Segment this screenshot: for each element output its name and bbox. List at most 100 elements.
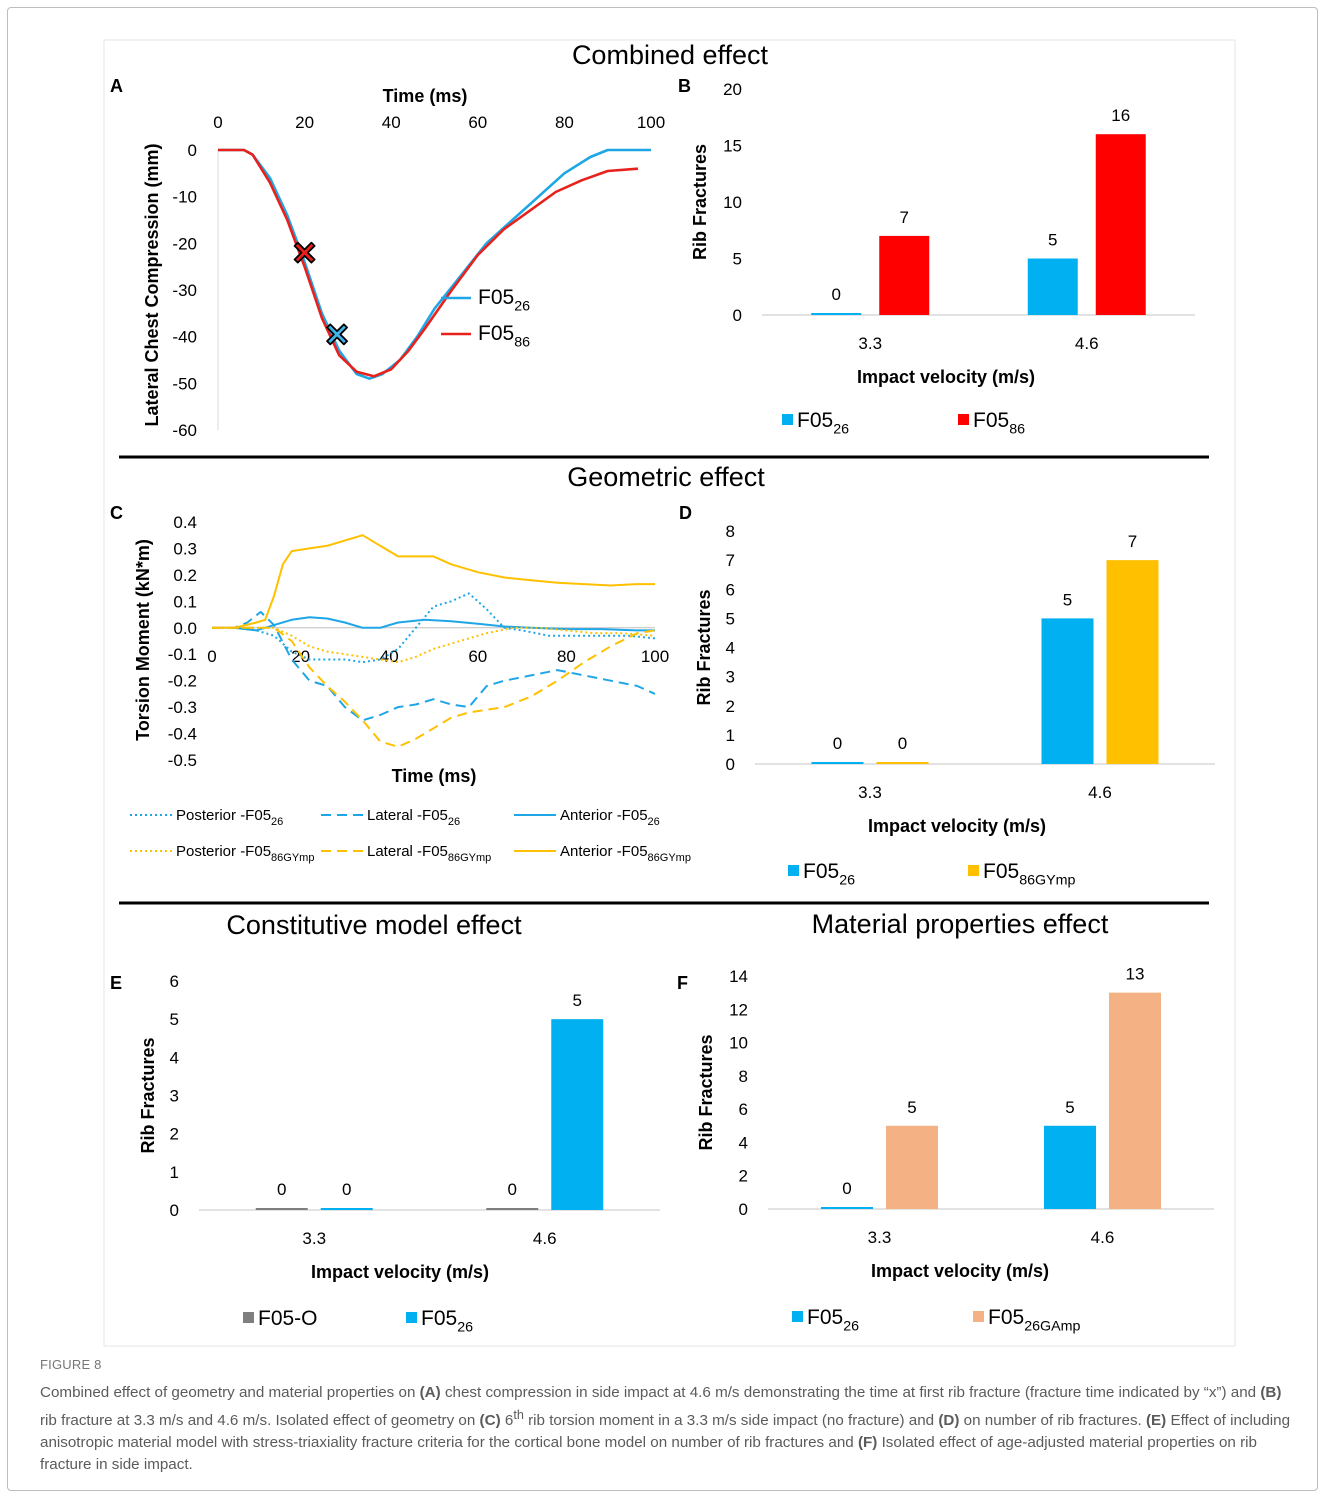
data-label: 0 bbox=[832, 285, 841, 304]
panel-letter-d: D bbox=[679, 503, 692, 523]
legend-label-text: Posterior -F05 bbox=[176, 807, 271, 824]
data-label: 0 bbox=[898, 734, 907, 753]
data-label: 13 bbox=[1126, 965, 1145, 984]
data-label: 0 bbox=[842, 1179, 851, 1198]
y-axis-title: Rib Fractures bbox=[690, 144, 710, 260]
y-tick-label: 2 bbox=[170, 1125, 179, 1144]
legend-swatch bbox=[782, 414, 793, 425]
bar-f05-3.3 bbox=[876, 762, 929, 764]
legend-label-subscript: 26 bbox=[833, 421, 849, 437]
y-axis-title: Rib Fractures bbox=[138, 1037, 158, 1153]
data-label: 5 bbox=[1063, 590, 1072, 609]
panel-border bbox=[103, 39, 1236, 1347]
y-tick-label: 6 bbox=[170, 972, 179, 991]
data-label: 5 bbox=[573, 991, 582, 1010]
legend-label-text: F05-O bbox=[258, 1307, 318, 1330]
legend-swatch bbox=[968, 865, 979, 876]
legend-label-text: F05 bbox=[803, 860, 839, 883]
x-tick-label: 3.3 bbox=[302, 1229, 326, 1248]
y-tick-label: 7 bbox=[726, 551, 735, 570]
series-line-4 bbox=[212, 626, 656, 748]
y-tick-label: 6 bbox=[726, 580, 735, 599]
caption-segment: 6 bbox=[500, 1412, 514, 1430]
caption-panel-ref: (F) bbox=[857, 1434, 878, 1452]
x-tick-label: 3.3 bbox=[868, 1228, 892, 1247]
legend-label-text: Anterior -F05 bbox=[560, 843, 648, 860]
bar-f05-4.6 bbox=[1095, 134, 1146, 315]
y-tick-label: 0 bbox=[170, 1201, 179, 1220]
x-axis-title: Impact velocity (m/s) bbox=[311, 1262, 489, 1282]
caption-superscript: th bbox=[513, 1408, 524, 1422]
x-axis-title: Impact velocity (m/s) bbox=[871, 1261, 1049, 1281]
x-axis-title: Time (ms) bbox=[383, 86, 468, 106]
legend-label: F0586 bbox=[478, 322, 530, 350]
bar-f05-o-4.6 bbox=[486, 1208, 539, 1210]
x-tick-label: 80 bbox=[557, 647, 576, 666]
panel-letter-f: F bbox=[677, 973, 688, 993]
y-axis-title: Rib Fractures bbox=[694, 589, 714, 705]
x-tick-label: 60 bbox=[468, 647, 487, 666]
y-tick-label: 0 bbox=[188, 141, 197, 160]
figure-label: FIGURE 8 bbox=[40, 1357, 102, 1372]
legend-label: F0526 bbox=[478, 286, 530, 314]
caption-segment: on number of rib fractures. bbox=[959, 1412, 1146, 1430]
y-tick-label: 0.1 bbox=[173, 592, 197, 611]
x-tick-label: 3.3 bbox=[858, 334, 882, 353]
y-tick-label: -40 bbox=[172, 328, 197, 347]
y-tick-label: 6 bbox=[739, 1100, 748, 1119]
y-tick-label: 0.0 bbox=[173, 619, 197, 638]
y-tick-label: 15 bbox=[723, 137, 742, 156]
legend-label: F0526 bbox=[797, 409, 849, 437]
y-tick-label: 5 bbox=[170, 1010, 179, 1029]
y-tick-label: -10 bbox=[172, 188, 197, 207]
caption-panel-ref: (B) bbox=[1260, 1384, 1282, 1401]
data-label: 5 bbox=[1065, 1098, 1074, 1117]
legend-label: F0526 bbox=[803, 860, 855, 888]
bar-f05-4.6 bbox=[1041, 618, 1094, 764]
bar-f05-3.3 bbox=[821, 1207, 873, 1209]
panel-letter-e: E bbox=[110, 973, 122, 993]
y-axis-title: Torsion Moment (kN*m) bbox=[133, 539, 153, 741]
legend-label-subscript: 86GYmp bbox=[648, 852, 691, 864]
y-tick-label: 0 bbox=[739, 1200, 748, 1219]
legend-label: Lateral -F0586GYmp bbox=[367, 843, 491, 864]
legend-label-subscript: 86GYmp bbox=[1019, 872, 1075, 888]
legend-label-subscript: 86 bbox=[1009, 421, 1025, 437]
x-tick-label: 4.6 bbox=[1075, 334, 1099, 353]
bar-f05-o-3.3 bbox=[255, 1208, 308, 1210]
y-tick-label: -50 bbox=[172, 374, 197, 393]
legend-swatch bbox=[792, 1311, 803, 1322]
x-tick-label: 3.3 bbox=[858, 783, 882, 802]
legend-label-subscript: 26 bbox=[457, 1319, 473, 1335]
section-title-constitutive: Constitutive model effect bbox=[226, 910, 522, 940]
legend-label: F0526 bbox=[421, 1307, 473, 1335]
data-label: 16 bbox=[1111, 106, 1130, 125]
y-tick-label: 12 bbox=[729, 1000, 748, 1019]
legend-label-subscript: 26 bbox=[648, 816, 660, 828]
legend-label: F0586GYmp bbox=[983, 860, 1076, 888]
y-tick-label: -60 bbox=[172, 421, 197, 440]
caption-panel-ref: (C) bbox=[479, 1412, 501, 1430]
legend-label-text: F05 bbox=[807, 1306, 843, 1329]
y-tick-label: 3 bbox=[726, 668, 735, 687]
legend-label: F0526 bbox=[807, 1306, 859, 1334]
bar-f05-4.6 bbox=[1106, 560, 1159, 764]
y-tick-label: -0.4 bbox=[168, 725, 197, 744]
x-tick-label: 40 bbox=[380, 647, 399, 666]
y-tick-label: 0.2 bbox=[173, 566, 197, 585]
y-tick-label: 3 bbox=[170, 1087, 179, 1106]
y-tick-label: 1 bbox=[726, 726, 735, 745]
y-tick-label: 8 bbox=[726, 522, 735, 541]
legend-label: F0526GAmp bbox=[988, 1306, 1081, 1334]
fracture-marker-0 bbox=[326, 323, 348, 346]
x-tick-label: 4.6 bbox=[533, 1229, 557, 1248]
y-tick-label: -30 bbox=[172, 281, 197, 300]
x-tick-label: 0 bbox=[207, 647, 216, 666]
legend-swatch bbox=[406, 1312, 417, 1323]
x-tick-label: 4.6 bbox=[1088, 783, 1112, 802]
legend-label-text: Lateral -F05 bbox=[367, 807, 448, 824]
bar-f05-4.6 bbox=[1027, 258, 1078, 315]
y-tick-label: 20 bbox=[723, 80, 742, 99]
bar-f05-4.6 bbox=[551, 1019, 604, 1210]
